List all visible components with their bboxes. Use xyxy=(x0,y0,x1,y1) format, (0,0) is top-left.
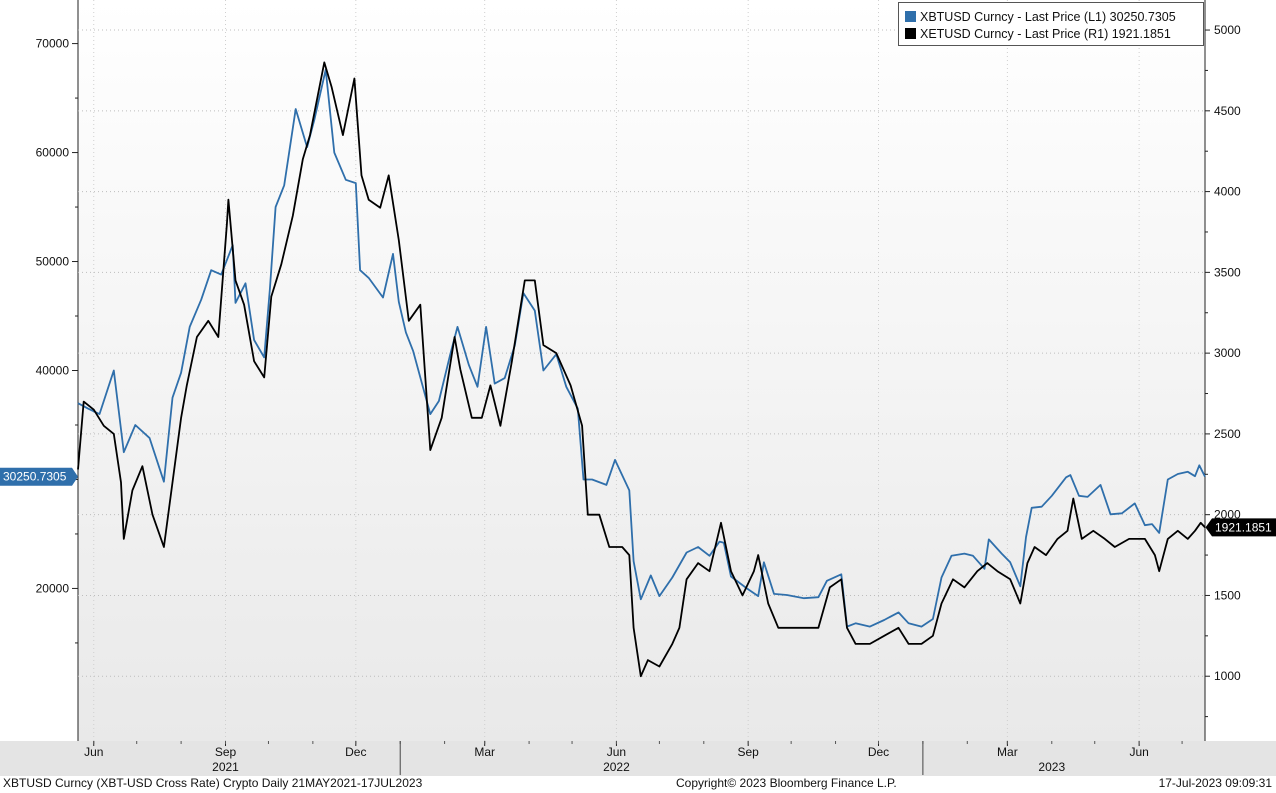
right-tick-label: 4000 xyxy=(1214,185,1241,199)
x-tick-label: Dec xyxy=(345,745,366,759)
year-label: 2021 xyxy=(212,760,239,774)
x-tick-label: Sep xyxy=(215,745,237,759)
legend: XBTUSD Curncy - Last Price (L1) 30250.73… xyxy=(898,2,1204,46)
right-tick-label: 3500 xyxy=(1214,265,1241,279)
right-tick-label: 1000 xyxy=(1214,669,1241,683)
last-value-markers: 30250.7305 1921.1851 xyxy=(0,467,1276,537)
legend-label-xetusd: XETUSD Curncy - Last Price (R1) 1921.185… xyxy=(920,27,1171,41)
legend-label-xbtusd: XBTUSD Curncy - Last Price (L1) 30250.73… xyxy=(920,10,1176,24)
legend-swatch-xbtusd xyxy=(905,11,916,22)
left-tick-label: 70000 xyxy=(36,37,70,51)
right-tick-label: 3000 xyxy=(1214,346,1241,360)
plot-background xyxy=(78,0,1205,741)
year-label: 2022 xyxy=(603,760,630,774)
x-axis: Jun Sep Dec Mar Jun Sep Dec Mar Jun 2021 2022 2023 xyxy=(84,741,1183,775)
right-tick-label: 2000 xyxy=(1214,508,1241,522)
left-tick-label: 20000 xyxy=(36,581,70,595)
right-tick-label: 1500 xyxy=(1214,588,1241,602)
year-label: 2023 xyxy=(1038,760,1065,774)
left-tick-label: 40000 xyxy=(36,364,70,378)
footer-timestamp: 17-Jul-2023 09:09:31 xyxy=(1158,776,1272,790)
x-axis-band xyxy=(0,741,1276,776)
x-tick-label: Jun xyxy=(84,745,103,759)
right-tick-label: 5000 xyxy=(1214,23,1241,37)
footer-security-description: XBTUSD Curncy (XBT-USD Cross Rate) Crypt… xyxy=(3,776,423,790)
x-tick-label: Mar xyxy=(474,745,495,759)
legend-item-xbtusd: XBTUSD Curncy - Last Price (L1) 30250.73… xyxy=(905,9,1176,25)
series-line-xetusd xyxy=(77,61,1206,678)
legend-swatch-xetusd xyxy=(905,28,916,39)
left-tick-label: 50000 xyxy=(36,255,70,269)
series-lines xyxy=(77,61,1206,678)
x-tick-label: Jun xyxy=(607,745,626,759)
x-tick-label: Sep xyxy=(738,745,760,759)
x-tick-label: Jun xyxy=(1129,745,1148,759)
last-value-marker-xetusd xyxy=(1205,518,1276,537)
left-axis: 20000 40000 50000 60000 70000 xyxy=(36,37,78,644)
x-tick-label: Dec xyxy=(868,745,889,759)
x-tick-label: Mar xyxy=(997,745,1018,759)
last-value-label-xetusd: 1921.1851 xyxy=(1215,520,1272,534)
right-tick-label: 2500 xyxy=(1214,427,1241,441)
right-tick-label: 4500 xyxy=(1214,104,1241,118)
last-value-marker-xbtusd xyxy=(0,467,78,486)
series-line-xbtusd xyxy=(77,68,1206,628)
last-value-label-xbtusd: 30250.7305 xyxy=(3,470,67,484)
footer-copyright: Copyright© 2023 Bloomberg Finance L.P. xyxy=(676,776,897,790)
right-axis: 1000 1500 2000 2500 3000 3500 4000 4500 5000 xyxy=(1205,23,1241,718)
left-tick-label: 60000 xyxy=(36,146,70,160)
legend-item-xetusd: XETUSD Curncy - Last Price (R1) 1921.185… xyxy=(905,26,1171,42)
